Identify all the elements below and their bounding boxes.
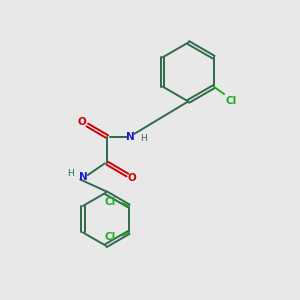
Text: Cl: Cl bbox=[104, 196, 116, 206]
Text: H: H bbox=[140, 134, 147, 143]
Text: N: N bbox=[127, 132, 135, 142]
Text: O: O bbox=[78, 117, 87, 127]
Text: Cl: Cl bbox=[104, 232, 116, 242]
Text: Cl: Cl bbox=[226, 96, 237, 106]
Text: H: H bbox=[67, 169, 74, 178]
Text: N: N bbox=[80, 172, 88, 182]
Text: O: O bbox=[128, 173, 137, 183]
